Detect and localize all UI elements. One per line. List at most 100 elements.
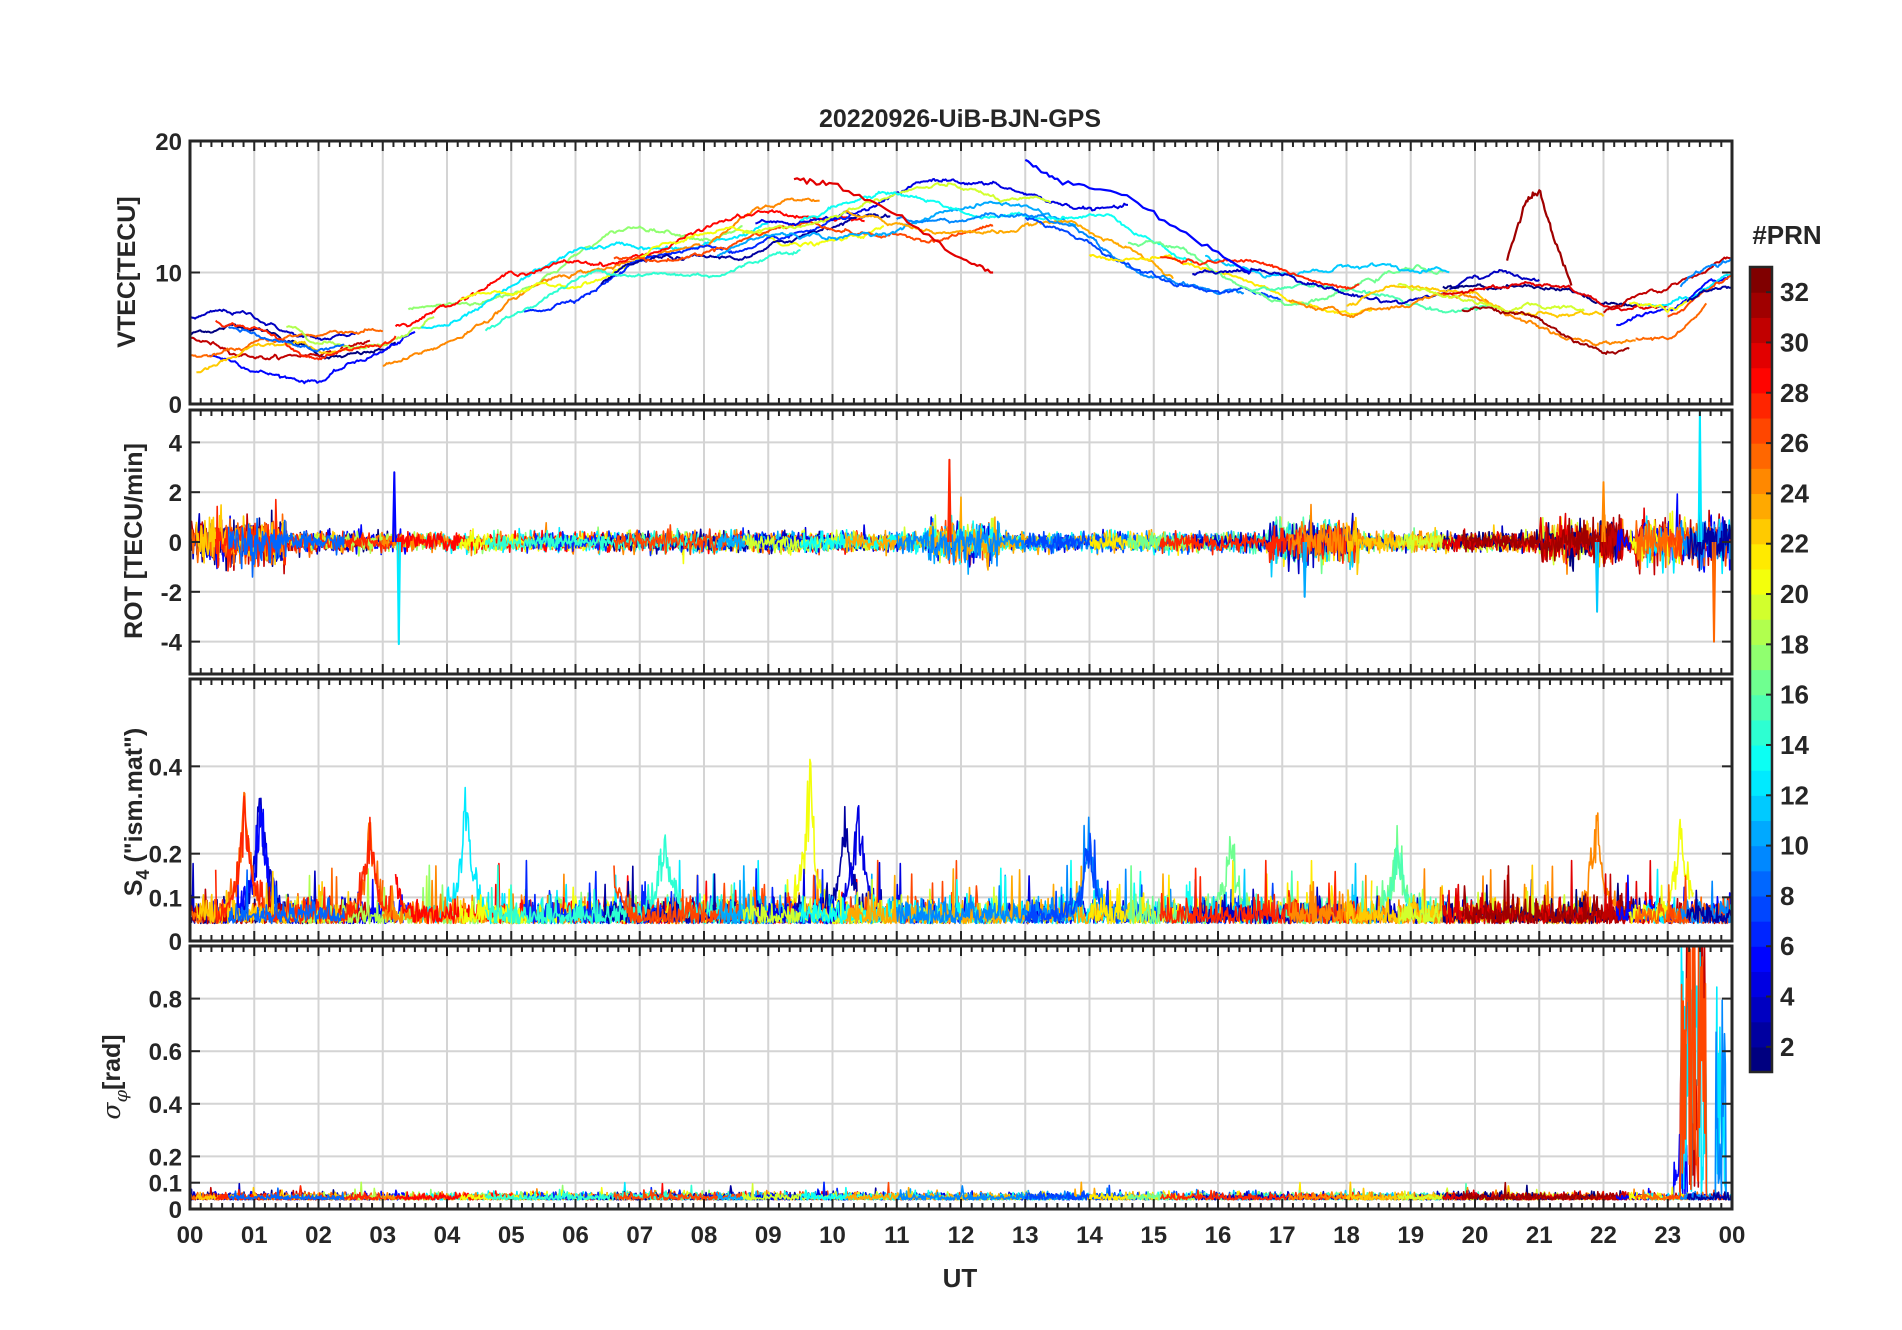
x-tick-label: 01 [241,1222,268,1249]
colorbar-frame [1748,265,1774,1074]
x-tick-label: 22 [1590,1222,1617,1249]
colorbar-tick-label: 14 [1780,730,1809,760]
colorbar-tick-label: 32 [1780,277,1809,307]
x-tick-label: 19 [1397,1222,1424,1249]
s4-series-prn-31 [1461,865,1630,925]
x-tick-label: 07 [626,1222,653,1249]
sigma_phi-ytick-label: 0.8 [149,987,182,1014]
sigma_phi-ytick-label: 0.4 [149,1092,183,1119]
s4-traces [190,758,1732,925]
colorbar-tick-label: 22 [1780,529,1809,559]
colorbar-tick-label: 30 [1780,327,1809,357]
s4-ylabel-rest: ("ism.mat") [120,728,148,870]
rot-series-prn-25 [1711,541,1717,643]
s4-ytick-label: 0 [169,929,182,956]
vtec-series-prn-20 [459,225,885,301]
x-tick-label: 10 [819,1222,846,1249]
x-tick-label: 00 [1719,1222,1746,1249]
s4-ytick-label: 0.4 [149,754,183,781]
colorbar-segment [1750,292,1772,318]
colorbar-segment [1750,669,1772,696]
vtec-ytick-label: 10 [155,261,182,288]
x-tick-label: 21 [1526,1222,1553,1249]
vtec-series-prn-29 [1442,281,1669,312]
sigma_phi-ytick-label: 0 [169,1197,182,1224]
colorbar-segment [1750,1021,1772,1048]
colorbar-tick-label: 2 [1780,1032,1794,1062]
vtec-series-prn-25 [1635,302,1708,341]
colorbar-segment [1750,493,1772,520]
s4-ylabel: S4 ("ism.mat") [120,728,153,897]
x-tick-label: 09 [755,1222,782,1249]
x-tick-label: 17 [1269,1222,1296,1249]
colorbar-segment [1750,795,1772,822]
colorbar-segment [1750,921,1772,947]
colorbar-segment [1750,392,1772,419]
vtec-series-prn-26 [613,220,994,263]
colorbar-tick-label: 20 [1780,579,1809,609]
sigma_phi-series-prn-8 [227,1187,345,1201]
colorbar-segment [1750,1046,1772,1073]
s4-series-prn-2 [1686,889,1732,924]
colorbar-segment [1750,820,1772,847]
rot-ytick-label: 4 [169,430,183,457]
s4-ylabel-sub: 4 [133,870,153,880]
x-tick-label: 05 [498,1222,525,1249]
vtec-series-prn-10 [716,200,1078,257]
vtec-ytick-label: 0 [169,392,182,419]
rot-ylabel: ROT [TECU/min] [120,443,148,639]
colorbar-segment [1750,895,1772,922]
rot-series-prn-31 [1461,514,1630,568]
s4-series-prn-18 [285,868,435,925]
x-tick-label: 23 [1654,1222,1681,1249]
x-tick-label: 15 [1140,1222,1167,1249]
sigma_phi-ytick-label: 0.1 [149,1171,182,1198]
colorbar-segment [1750,694,1772,721]
rot-series-prn-12 [396,541,402,646]
x-axis-label: UT [943,1263,978,1293]
colorbar-tick-label: 10 [1780,831,1809,861]
vtec-series-prn-18 [286,316,435,350]
rot-series-prn-27 [947,458,952,543]
colorbar-segment [1750,770,1772,796]
colorbar-segment [1750,568,1772,595]
s4-axes-frame [188,677,1734,943]
sigma-phi-ylabel-rest: [rad] [98,1034,126,1090]
s4-ylabel-main: S [120,880,148,897]
s4-ytick-label: 0.1 [149,885,182,912]
vtec-series-prn-7 [1024,216,1283,303]
x-tick-label: 00 [177,1222,204,1249]
sigma_phi-traces [190,946,1732,1201]
x-tick-label: 20 [1462,1222,1489,1249]
vtec-ylabel: VTEC[TECU] [113,196,141,347]
colorbar-segment [1750,317,1772,344]
colorbar-segment [1750,996,1772,1023]
rot-ytick-label: 2 [169,480,182,507]
colorbar-label: #PRN [1752,220,1821,250]
vtec-series-prn-31 [1461,306,1630,355]
x-tick-label: 13 [1012,1222,1039,1249]
sigma_phi-series-prn-20 [1628,1186,1694,1201]
x-tick-label: 04 [434,1222,461,1249]
s4-panel: 0 0.1 0.2 0.4 [149,677,1734,956]
vtec-series-prn-1 [190,323,397,360]
vtec-series-prn-27 [1160,256,1360,290]
x-tick-label: 12 [948,1222,975,1249]
rot-series-prn-10 [1302,541,1307,598]
x-tick-label: 14 [1076,1222,1103,1249]
colorbar-segment [1750,267,1772,293]
vtec-series-prn-20 [1628,298,1694,313]
colorbar-segment [1750,946,1772,972]
vtec-panel: 0 10 20 [155,129,1734,419]
vtec-series-prn-30 [1603,256,1732,314]
x-tick-label: 16 [1205,1222,1232,1249]
vtec-series-prn-6 [523,213,853,313]
vtec-series-prn-5 [1024,158,1251,274]
colorbar-segment [1750,719,1772,746]
vtec-series-prn-27 [214,319,397,361]
rot-series-prn-12 [1697,410,1703,543]
colorbar-segment [1750,744,1772,771]
colorbar-tick-label: 26 [1780,428,1809,458]
